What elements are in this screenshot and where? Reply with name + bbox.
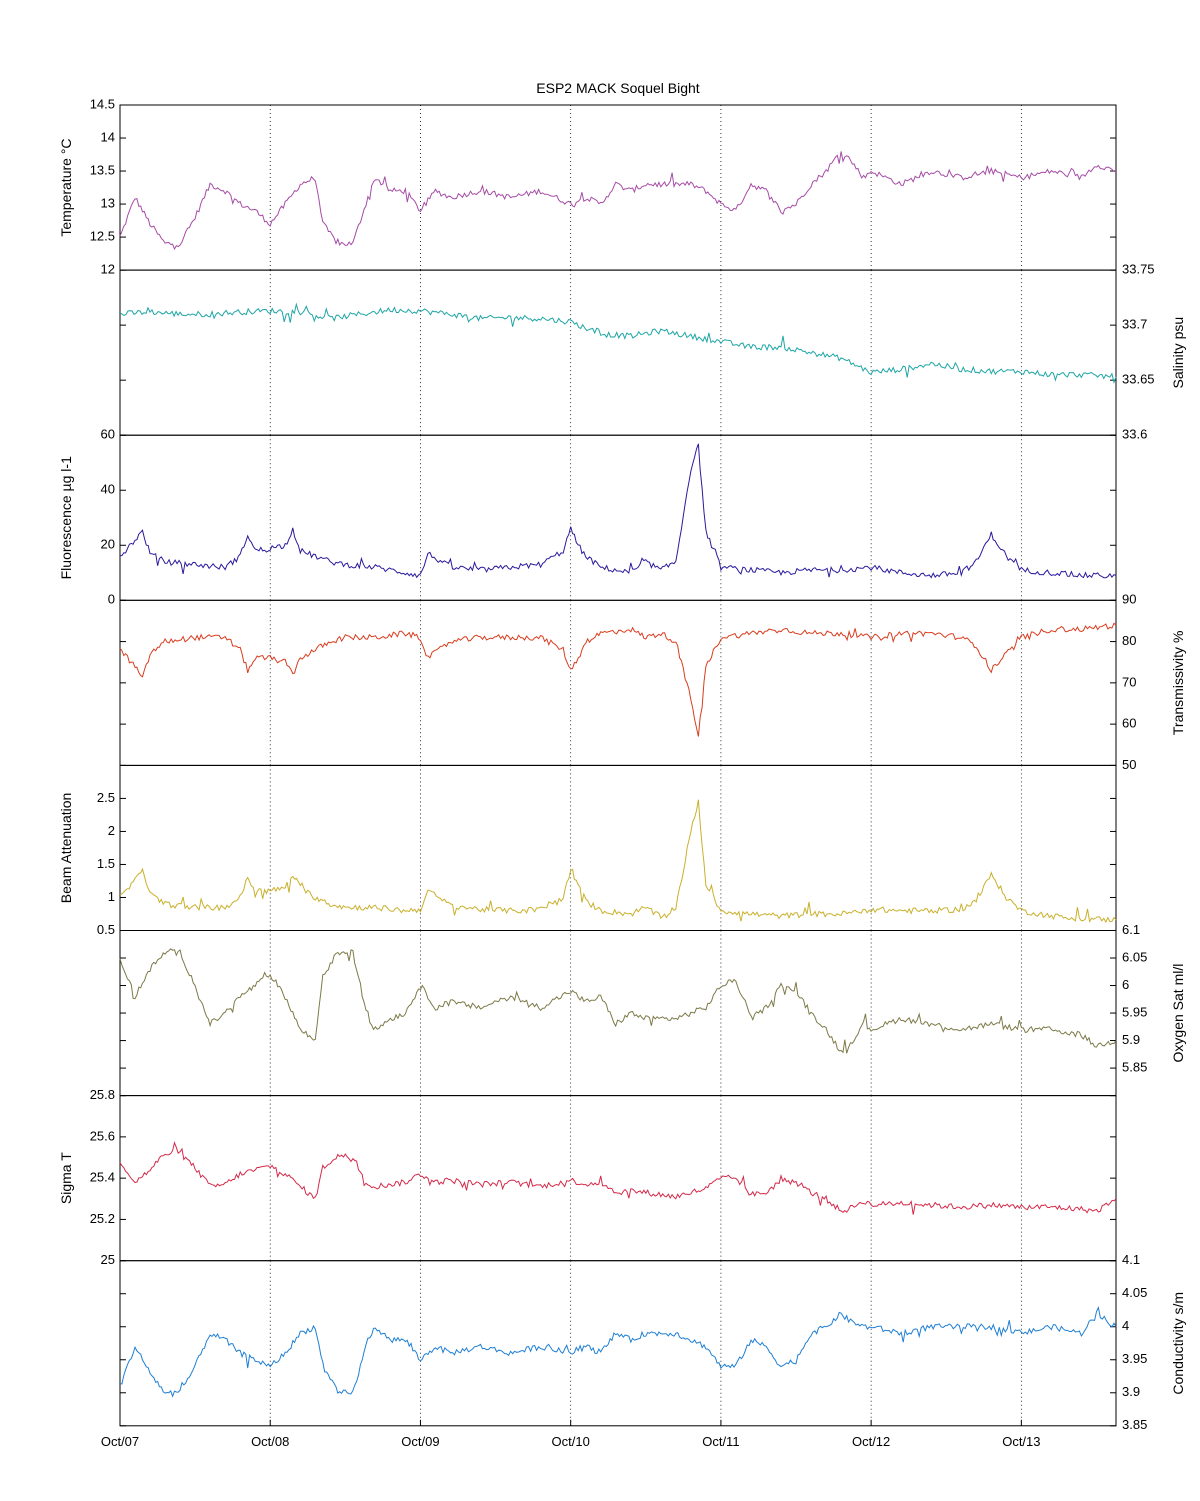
y-tick-label: 6.1	[1122, 922, 1140, 937]
y-tick-label: 3.95	[1122, 1351, 1147, 1366]
y-tick-label: 25	[101, 1252, 115, 1267]
y-tick-label: 4	[1122, 1318, 1129, 1333]
panel-sigma-t: 25 25.2 25.4 25.6 25.8 Sigma T	[58, 1087, 1116, 1267]
y-tick-label: 60	[101, 427, 115, 442]
panel-salinity-psu: 33.6 33.65 33.7 33.75 Salinity psu	[120, 262, 1186, 442]
y-tick-label: 50	[1122, 757, 1136, 772]
panel-frame	[120, 1096, 1116, 1261]
y-tick-label: 5.9	[1122, 1032, 1140, 1047]
x-tick-label: Oct/10	[552, 1434, 590, 1449]
panel-conductivity-s-m: 3.85 3.9 3.95 4 4.05 4.1 Conductivity s/m	[120, 1252, 1186, 1432]
y-axis-label: Beam Attenuation	[58, 793, 74, 904]
y-tick-label: 3.85	[1122, 1417, 1147, 1432]
y-tick-label: 40	[101, 482, 115, 497]
y-tick-label: 33.6	[1122, 427, 1147, 442]
y-tick-label: 5.95	[1122, 1004, 1147, 1019]
series-line-oxygen-sat-ml-l	[120, 949, 1116, 1054]
y-axis-label: Fluorescence µg l-1	[58, 456, 74, 579]
y-tick-label: 90	[1122, 592, 1136, 607]
y-axis-label: Conductivity s/m	[1170, 1292, 1186, 1395]
y-tick-label: 25.2	[90, 1211, 115, 1226]
series-line-sigma-t	[120, 1143, 1116, 1215]
y-tick-label: 6	[1122, 977, 1129, 992]
y-axis-label: Temperature °C	[58, 138, 74, 236]
y-tick-label: 13.5	[90, 162, 115, 177]
series-line-conductivity-s-m	[120, 1308, 1116, 1397]
series-line-salinity-psu	[120, 304, 1116, 382]
y-tick-label: 25.4	[90, 1170, 115, 1185]
series-line-temperature-c	[120, 151, 1116, 249]
y-tick-label: 2	[108, 823, 115, 838]
y-tick-label: 6.05	[1122, 949, 1147, 964]
panel-frame	[120, 270, 1116, 435]
y-tick-label: 1.5	[97, 856, 115, 871]
y-tick-label: 14	[101, 129, 115, 144]
y-tick-label: 12	[101, 262, 115, 277]
y-tick-label: 2.5	[97, 790, 115, 805]
x-tick-label: Oct/13	[1002, 1434, 1040, 1449]
y-tick-label: 25.8	[90, 1087, 115, 1102]
y-tick-label: 1	[108, 889, 115, 904]
y-axis-label: Transmissivity %	[1170, 631, 1186, 736]
x-tick-label: Oct/08	[251, 1434, 289, 1449]
panel-transmissivity: 50 60 70 80 90 Transmissivity %	[120, 592, 1186, 772]
y-tick-label: 12.5	[90, 229, 115, 244]
panel-frame	[120, 600, 1116, 765]
y-axis-label: Sigma T	[58, 1152, 74, 1204]
panel-oxygen-sat-ml-l: 5.85 5.9 5.95 6 6.05 6.1 Oxygen Sat ml/l	[120, 922, 1186, 1096]
y-tick-label: 70	[1122, 674, 1136, 689]
panel-fluorescence-g-l-1: 0 20 40 60 Fluorescence µg l-1	[58, 427, 1116, 607]
y-tick-label: 33.75	[1122, 262, 1155, 277]
y-tick-label: 80	[1122, 633, 1136, 648]
y-tick-label: 33.7	[1122, 317, 1147, 332]
y-tick-label: 13	[101, 195, 115, 210]
y-tick-label: 20	[101, 537, 115, 552]
y-axis-label: Oxygen Sat ml/l	[1170, 964, 1186, 1063]
panel-frame	[120, 931, 1116, 1096]
x-axis-ticks: Oct/07 Oct/08 Oct/09 Oct/10 Oct/11 Oct/12 Oct/…	[101, 1420, 1041, 1449]
y-tick-label: 0	[108, 592, 115, 607]
panel-temperature-c: 12 12.5 13 13.5 14 14.5 Temperature °C	[58, 96, 1116, 276]
y-tick-label: 33.65	[1122, 372, 1155, 387]
y-tick-label: 0.5	[97, 922, 115, 937]
panel-frame	[120, 105, 1116, 270]
y-tick-label: 4.1	[1122, 1252, 1140, 1267]
series-line-fluorescence-g-l-1	[120, 444, 1116, 578]
y-tick-label: 5.85	[1122, 1060, 1147, 1075]
x-tick-label: Oct/12	[852, 1434, 890, 1449]
x-tick-label: Oct/11	[702, 1434, 739, 1449]
y-tick-label: 25.6	[90, 1128, 115, 1143]
panel-beam-attenuation: 0.5 1 1.5 2 2.5 Beam Attenuation	[58, 765, 1116, 937]
panel-frame	[120, 435, 1116, 600]
y-tick-label: 4.05	[1122, 1285, 1147, 1300]
series-line-beam-attenuation	[120, 800, 1116, 922]
y-tick-label: 3.9	[1122, 1384, 1140, 1399]
figure-title: ESP2 MACK Soquel Bight	[536, 80, 700, 96]
y-tick-label: 60	[1122, 716, 1136, 731]
series-line-transmissivity	[120, 623, 1116, 736]
y-axis-label: Salinity psu	[1170, 317, 1186, 389]
panel-frame	[120, 1261, 1116, 1426]
y-tick-label: 14.5	[90, 96, 115, 111]
x-tick-label: Oct/09	[401, 1434, 439, 1449]
x-tick-label: Oct/07	[101, 1434, 139, 1449]
